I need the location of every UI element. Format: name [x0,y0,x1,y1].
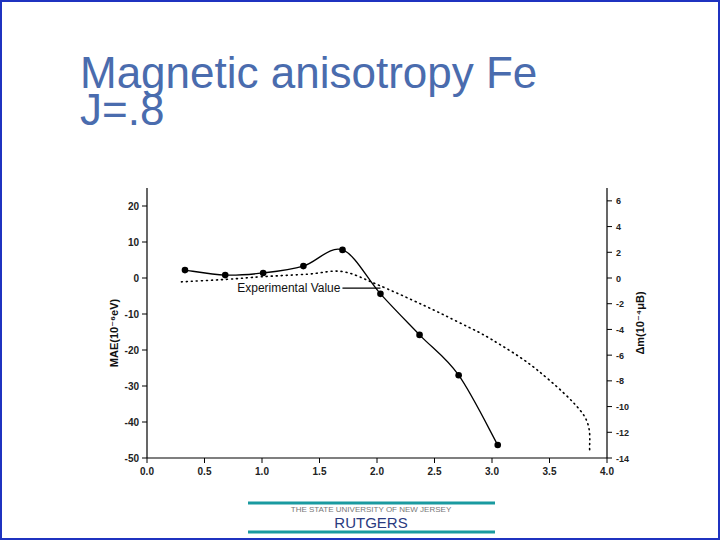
y-tick-label: -20 [125,345,140,356]
series-line [182,271,590,450]
y2-tick [607,406,612,407]
y2-tick-label: 2 [616,248,621,258]
slide: Magnetic anisotropy FeJ=.80.00.51.01.52.… [0,0,720,540]
plot-data [182,247,590,451]
x-tick-label: 4.0 [600,466,614,477]
y2-tick-label: -12 [616,428,629,438]
x-tick-label: 2.5 [428,466,442,477]
x-tick [492,458,493,463]
y-tick-label: -10 [125,309,140,320]
y2-tick-label: 4 [616,222,621,232]
y2-tick [607,380,612,381]
x-tick-label: 0.5 [198,466,212,477]
y2-tick [607,200,612,201]
annotation: Experimental Value [237,281,340,295]
footer-name: RUTGERS [334,514,407,531]
data-point [260,270,267,277]
y-tick-label: 10 [128,237,140,248]
y-tick [142,242,147,243]
data-point [339,247,346,254]
y2-tick-label: -8 [616,376,624,386]
y-tick [142,458,147,459]
data-point [416,332,423,339]
y2-tick [607,252,612,253]
x-tick-label: 3.5 [543,466,557,477]
data-point [494,442,501,449]
y-tick [142,278,147,279]
data-point [300,263,307,270]
y2-tick [607,355,612,356]
y2-tick-label: 0 [616,274,621,284]
x-tick-label: 1.0 [255,466,269,477]
x-tick [147,458,148,463]
data-point [455,372,462,379]
data-point [377,291,384,298]
y2-tick-label: -4 [616,325,624,335]
y2-tick [607,303,612,304]
annotation-line [342,288,380,289]
y-tick [142,206,147,207]
x-tick [549,458,550,463]
y-axis-label: MAE(10⁻⁶eV) [108,299,120,368]
chart-svg: Magnetic anisotropy FeJ=.80.00.51.01.52.… [0,0,720,540]
x-tick [434,458,435,463]
y-axis-line [146,188,147,458]
x-tick-label: 3.0 [485,466,499,477]
y2-tick [607,458,612,459]
x-tick-label: 2.0 [370,466,384,477]
x-tick [607,458,608,463]
y-tick-label: -40 [125,417,140,428]
y-tick [142,422,147,423]
x-tick [377,458,378,463]
y2-tick-label: 6 [616,196,621,206]
y2-axis-label: Δm(10⁻⁴μB) [634,291,646,355]
y-tick [142,350,147,351]
x-tick-label: 1.5 [313,466,327,477]
y-tick-label: -50 [125,453,140,464]
y2-tick [607,329,612,330]
y2-tick [607,432,612,433]
footer-university: THE STATE UNIVERSITY OF NEW JERSEY [291,505,452,514]
y-tick-label: 20 [128,201,140,212]
y-tick-label: 0 [133,273,139,284]
y-tick [142,314,147,315]
axes: 0.00.51.01.52.02.53.03.54.020100-10-20-3… [108,188,646,477]
y2-tick-label: -6 [616,351,624,361]
x-tick [319,458,320,463]
x-tick [204,458,205,463]
data-point [182,267,189,274]
subtitle: J=.8 [80,85,164,134]
y2-tick-label: -14 [616,454,629,464]
y-tick-label: -30 [125,381,140,392]
x-tick-label: 0.0 [140,466,154,477]
y2-axis-line [606,188,607,458]
y2-tick [607,226,612,227]
y2-tick-label: -2 [616,299,624,309]
x-tick [262,458,263,463]
y2-tick [607,278,612,279]
data-point [222,272,229,279]
y2-tick-label: -10 [616,402,629,412]
slide-border [1,1,719,539]
footer-rule [248,531,495,534]
background [0,0,720,540]
y-tick [142,386,147,387]
